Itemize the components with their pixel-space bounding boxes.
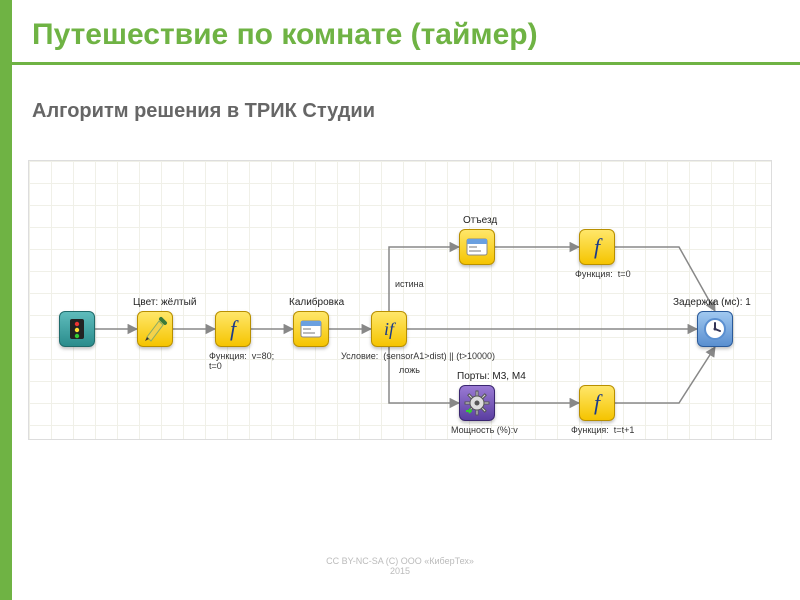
node-title-motor: Порты: M3, M4 — [457, 371, 526, 382]
node-sub-if: Условие: (sensorA1>dist) || (t>10000) — [341, 351, 495, 361]
edge-label-if-motor: ложь — [399, 365, 420, 375]
accent-left-bar — [0, 0, 12, 600]
node-win_up[interactable] — [459, 229, 495, 265]
svg-text:if: if — [384, 319, 397, 339]
node-calib[interactable] — [293, 311, 329, 347]
edge-f_dn-timer — [615, 347, 715, 403]
diagram-canvas: f if f f Цвет: жёлтый Функция: v=80; t=0 Кали… — [28, 160, 772, 440]
title-underline — [12, 62, 800, 65]
node-f_up[interactable]: f — [579, 229, 615, 265]
node-title-timer: Задержка (мс): 1 — [673, 297, 751, 308]
node-title-color: Цвет: жёлтый — [133, 297, 196, 308]
page-title: Путешествие по комнате (таймер) — [32, 18, 538, 52]
node-sub-motor: Мощность (%):v — [451, 425, 518, 435]
footer: CC BY-NC-SA (C) ООО «КиберТех» 2015 — [0, 556, 800, 576]
page-subtitle: Алгоритм решения в ТРИК Студии — [32, 100, 375, 123]
node-start[interactable] — [59, 311, 95, 347]
node-sub-f1: Функция: v=80; t=0 — [209, 351, 274, 371]
node-title-win_up: Отъезд — [463, 215, 497, 226]
node-sub-f_up: Функция: t=0 — [575, 269, 631, 279]
svg-text:f: f — [594, 390, 603, 415]
svg-text:f: f — [594, 234, 603, 259]
edge-label-if-win_up: истина — [395, 279, 424, 289]
node-f_dn[interactable]: f — [579, 385, 615, 421]
footer-line2: 2015 — [390, 566, 410, 576]
svg-text:f: f — [230, 316, 239, 341]
node-if[interactable]: if — [371, 311, 407, 347]
node-title-calib: Калибровка — [289, 297, 344, 308]
node-f1[interactable]: f — [215, 311, 251, 347]
node-color[interactable] — [137, 311, 173, 347]
node-timer[interactable] — [697, 311, 733, 347]
node-sub-f_dn: Функция: t=t+1 — [571, 425, 634, 435]
footer-line1: CC BY-NC-SA (C) ООО «КиберТех» — [326, 556, 474, 566]
node-motor[interactable] — [459, 385, 495, 421]
